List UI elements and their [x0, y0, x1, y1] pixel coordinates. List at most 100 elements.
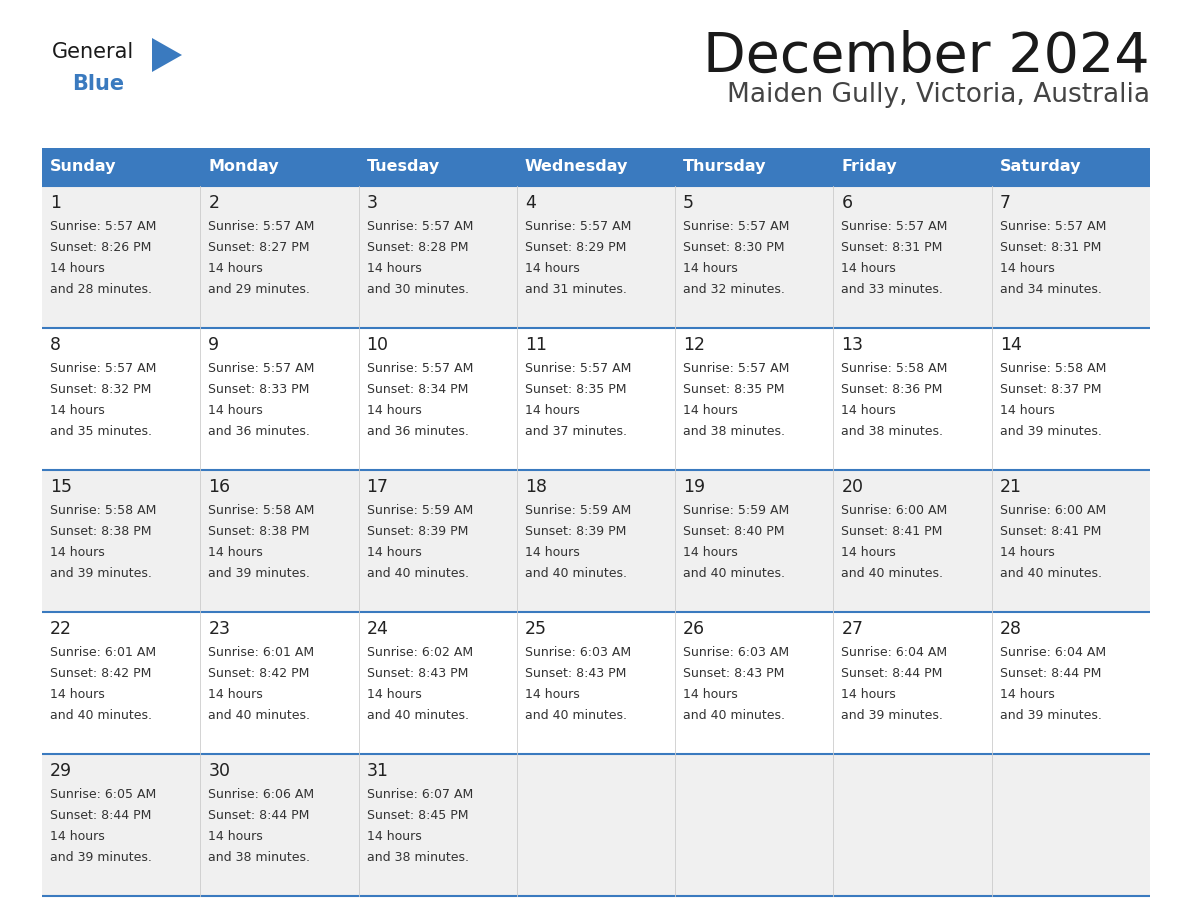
Text: and 33 minutes.: and 33 minutes.: [841, 283, 943, 296]
Text: Sunrise: 5:58 AM: Sunrise: 5:58 AM: [208, 504, 315, 517]
Text: Sunrise: 5:57 AM: Sunrise: 5:57 AM: [525, 362, 631, 375]
Bar: [834, 754, 992, 896]
Text: Sunset: 8:41 PM: Sunset: 8:41 PM: [841, 525, 943, 538]
Text: and 36 minutes.: and 36 minutes.: [367, 425, 468, 438]
Text: Thursday: Thursday: [683, 160, 766, 174]
Text: Sunset: 8:44 PM: Sunset: 8:44 PM: [208, 809, 310, 822]
Bar: [359, 754, 517, 896]
Text: 29: 29: [50, 762, 72, 780]
Text: 14 hours: 14 hours: [208, 404, 263, 417]
Text: Sunrise: 5:58 AM: Sunrise: 5:58 AM: [50, 504, 157, 517]
Text: Sunset: 8:31 PM: Sunset: 8:31 PM: [1000, 241, 1101, 254]
Text: Sunrise: 5:57 AM: Sunrise: 5:57 AM: [683, 220, 790, 233]
Text: and 40 minutes.: and 40 minutes.: [50, 709, 152, 722]
Bar: [675, 148, 834, 186]
Text: and 39 minutes.: and 39 minutes.: [841, 709, 943, 722]
Text: Sunrise: 5:57 AM: Sunrise: 5:57 AM: [50, 362, 157, 375]
Polygon shape: [152, 38, 182, 72]
Text: 14 hours: 14 hours: [683, 262, 738, 275]
Text: Sunrise: 5:57 AM: Sunrise: 5:57 AM: [208, 362, 315, 375]
Text: 14 hours: 14 hours: [367, 830, 422, 843]
Text: and 39 minutes.: and 39 minutes.: [208, 567, 310, 580]
Text: and 40 minutes.: and 40 minutes.: [367, 567, 468, 580]
Text: 10: 10: [367, 336, 388, 354]
Text: 14 hours: 14 hours: [50, 546, 105, 559]
Text: Sunset: 8:37 PM: Sunset: 8:37 PM: [1000, 383, 1101, 396]
Text: 14 hours: 14 hours: [1000, 404, 1055, 417]
Text: and 40 minutes.: and 40 minutes.: [841, 567, 943, 580]
Text: Monday: Monday: [208, 160, 279, 174]
Text: Sunrise: 5:57 AM: Sunrise: 5:57 AM: [208, 220, 315, 233]
Text: Sunset: 8:43 PM: Sunset: 8:43 PM: [367, 667, 468, 680]
Bar: [834, 328, 992, 470]
Bar: [517, 470, 675, 612]
Text: 23: 23: [208, 620, 230, 638]
Text: Saturday: Saturday: [1000, 160, 1081, 174]
Text: 31: 31: [367, 762, 388, 780]
Text: Sunrise: 5:59 AM: Sunrise: 5:59 AM: [367, 504, 473, 517]
Text: Friday: Friday: [841, 160, 897, 174]
Text: 28: 28: [1000, 620, 1022, 638]
Text: Sunrise: 6:07 AM: Sunrise: 6:07 AM: [367, 788, 473, 801]
Text: 14 hours: 14 hours: [208, 262, 263, 275]
Text: 14 hours: 14 hours: [208, 546, 263, 559]
Text: Sunset: 8:38 PM: Sunset: 8:38 PM: [50, 525, 152, 538]
Text: 14 hours: 14 hours: [841, 688, 896, 701]
Text: and 40 minutes.: and 40 minutes.: [208, 709, 310, 722]
Text: Sunset: 8:33 PM: Sunset: 8:33 PM: [208, 383, 310, 396]
Text: and 40 minutes.: and 40 minutes.: [367, 709, 468, 722]
Bar: [517, 612, 675, 754]
Text: Sunset: 8:43 PM: Sunset: 8:43 PM: [525, 667, 626, 680]
Text: Sunset: 8:44 PM: Sunset: 8:44 PM: [1000, 667, 1101, 680]
Text: and 39 minutes.: and 39 minutes.: [50, 851, 152, 864]
Text: Sunset: 8:35 PM: Sunset: 8:35 PM: [525, 383, 626, 396]
Bar: [834, 148, 992, 186]
Text: 14 hours: 14 hours: [367, 404, 422, 417]
Text: Sunset: 8:38 PM: Sunset: 8:38 PM: [208, 525, 310, 538]
Text: Maiden Gully, Victoria, Australia: Maiden Gully, Victoria, Australia: [727, 82, 1150, 108]
Text: Sunset: 8:44 PM: Sunset: 8:44 PM: [50, 809, 151, 822]
Bar: [42, 470, 201, 612]
Text: and 40 minutes.: and 40 minutes.: [1000, 567, 1101, 580]
Text: and 29 minutes.: and 29 minutes.: [208, 283, 310, 296]
Text: Sunrise: 6:01 AM: Sunrise: 6:01 AM: [50, 646, 156, 659]
Bar: [675, 470, 834, 612]
Text: 19: 19: [683, 478, 706, 496]
Bar: [992, 470, 1150, 612]
Text: 14 hours: 14 hours: [841, 546, 896, 559]
Text: Sunrise: 6:02 AM: Sunrise: 6:02 AM: [367, 646, 473, 659]
Bar: [201, 186, 359, 328]
Bar: [201, 754, 359, 896]
Text: Sunset: 8:26 PM: Sunset: 8:26 PM: [50, 241, 151, 254]
Text: and 40 minutes.: and 40 minutes.: [683, 567, 785, 580]
Text: 14 hours: 14 hours: [683, 688, 738, 701]
Text: Sunrise: 5:57 AM: Sunrise: 5:57 AM: [367, 220, 473, 233]
Text: 14 hours: 14 hours: [525, 688, 580, 701]
Text: 5: 5: [683, 194, 694, 212]
Text: Sunset: 8:42 PM: Sunset: 8:42 PM: [50, 667, 151, 680]
Bar: [201, 612, 359, 754]
Text: 14 hours: 14 hours: [683, 404, 738, 417]
Bar: [201, 470, 359, 612]
Bar: [675, 612, 834, 754]
Text: 14 hours: 14 hours: [525, 262, 580, 275]
Text: Sunrise: 6:04 AM: Sunrise: 6:04 AM: [841, 646, 948, 659]
Bar: [42, 328, 201, 470]
Text: 14 hours: 14 hours: [841, 262, 896, 275]
Text: 14 hours: 14 hours: [525, 546, 580, 559]
Text: 7: 7: [1000, 194, 1011, 212]
Bar: [42, 612, 201, 754]
Text: 22: 22: [50, 620, 72, 638]
Text: 24: 24: [367, 620, 388, 638]
Text: 14 hours: 14 hours: [1000, 262, 1055, 275]
Bar: [201, 148, 359, 186]
Bar: [359, 470, 517, 612]
Text: and 30 minutes.: and 30 minutes.: [367, 283, 468, 296]
Text: 14 hours: 14 hours: [50, 404, 105, 417]
Text: Sunrise: 5:57 AM: Sunrise: 5:57 AM: [525, 220, 631, 233]
Text: and 38 minutes.: and 38 minutes.: [683, 425, 785, 438]
Text: and 40 minutes.: and 40 minutes.: [525, 709, 627, 722]
Text: Sunset: 8:41 PM: Sunset: 8:41 PM: [1000, 525, 1101, 538]
Text: Sunrise: 6:05 AM: Sunrise: 6:05 AM: [50, 788, 157, 801]
Bar: [675, 754, 834, 896]
